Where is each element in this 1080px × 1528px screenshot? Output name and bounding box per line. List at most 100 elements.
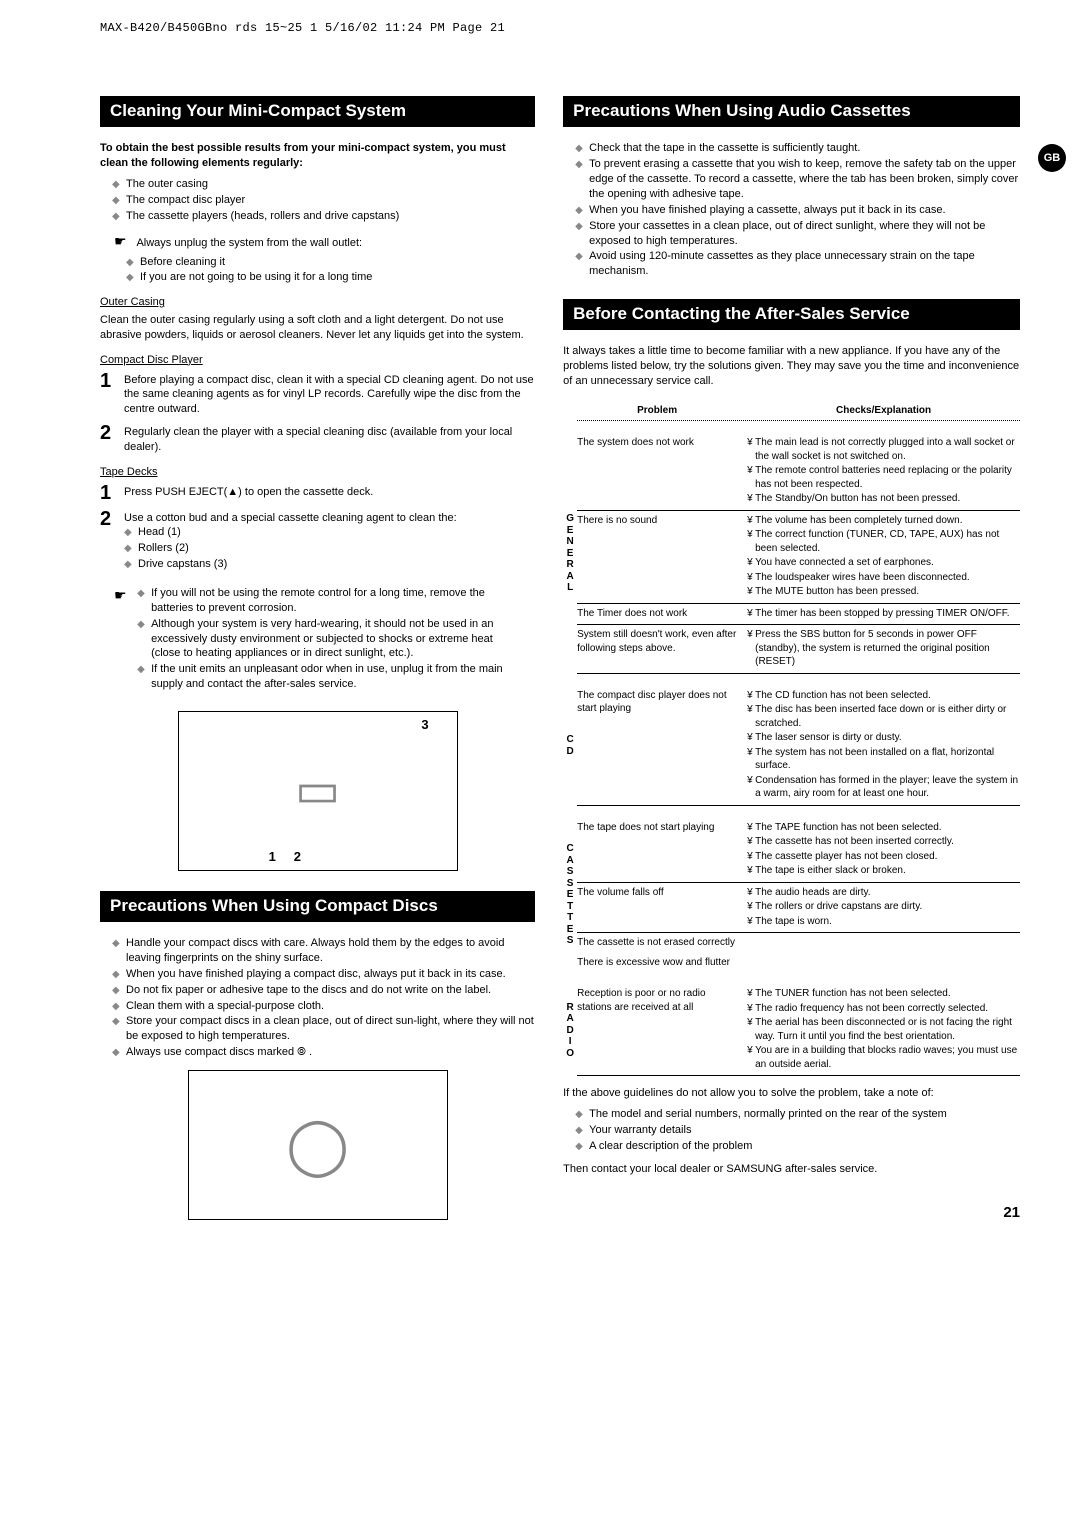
problem-text: The cassette is not erased correctly	[577, 936, 737, 950]
list-item: Avoid using 120-minute cassettes as they…	[589, 249, 1020, 279]
problem-text: System still doesn't work, even after fo…	[577, 628, 737, 670]
num-row: 2 Use a cotton bud and a special cassett…	[100, 509, 535, 580]
problem-text: The compact disc player does not start p…	[577, 689, 737, 802]
check-item: The laser sensor is dirty or dusty.	[755, 731, 1020, 745]
check-item: The cassette has not been inserted corre…	[755, 835, 1020, 849]
list-item: Clean them with a special-purpose cloth.	[126, 999, 535, 1014]
step-text: Press PUSH EJECT(▲) to open the cassette…	[124, 483, 535, 503]
check-item: Press the SBS button for 5 seconds in po…	[755, 628, 1020, 669]
cd-heading: Compact Disc Player	[100, 353, 535, 368]
checks-cell: The audio heads are dirty.The rollers or…	[747, 886, 1020, 930]
list-item: If you will not be using the remote cont…	[151, 586, 516, 616]
check-item: The disc has been inserted face down or …	[755, 703, 1020, 730]
problem-text: Reception is poor or no radio stations a…	[577, 987, 737, 1072]
list-item: When you have finished playing a cassett…	[589, 203, 1020, 218]
page-header: MAX-B420/B450GBno rds 15~25 1 5/16/02 11…	[100, 20, 1020, 36]
problem-text: The system does not work	[577, 436, 737, 507]
step-text: Use a cotton bud and a special cassette …	[124, 509, 535, 580]
unplug-lead: Always unplug the system from the wall o…	[136, 237, 362, 249]
group-label: CD	[563, 686, 577, 806]
check-item: You have connected a set of earphones.	[755, 556, 1020, 570]
step-text: Before playing a compact disc, clean it …	[124, 371, 535, 418]
service-title: Before Contacting the After-Sales Servic…	[563, 299, 1020, 330]
list-item: To prevent erasing a cassette that you w…	[589, 157, 1020, 202]
num-row: 1 Press PUSH EJECT(▲) to open the casset…	[100, 483, 535, 503]
th-problem: Problem	[577, 404, 737, 418]
problem-text: The tape does not start playing	[577, 821, 737, 879]
cleaning-title: Cleaning Your Mini-Compact System	[100, 96, 535, 127]
list-item: The outer casing	[126, 177, 535, 192]
list-item: Always use compact discs marked ⦾ .	[126, 1045, 535, 1060]
discs-title: Precautions When Using Compact Discs	[100, 891, 535, 922]
check-item: The rollers or drive capstans are dirty.	[755, 900, 1020, 914]
check-item: The loudspeaker wires have been disconne…	[755, 571, 1020, 585]
closing-lead: If the above guidelines do not allow you…	[563, 1086, 1020, 1101]
tape-steps: 1 Press PUSH EJECT(▲) to open the casset…	[100, 483, 535, 580]
check-item: The aerial has been disconnected or is n…	[755, 1016, 1020, 1043]
step-text: Regularly clean the player with a specia…	[124, 423, 535, 455]
content-columns: Cleaning Your Mini-Compact System To obt…	[100, 96, 1020, 1240]
unplug-items: Before cleaning it If you are not going …	[100, 255, 535, 286]
left-column: Cleaning Your Mini-Compact System To obt…	[100, 96, 535, 1240]
list-item: The cassette players (heads, rollers and…	[126, 209, 535, 224]
problem-text: The volume falls off	[577, 886, 737, 930]
check-item: The volume has been completely turned do…	[755, 514, 1020, 528]
list-item: Rollers (2)	[138, 541, 535, 556]
num-row: 2 Regularly clean the player with a spec…	[100, 423, 535, 455]
finger-icon	[114, 232, 130, 242]
step-num: 2	[100, 509, 124, 580]
step-num: 1	[100, 483, 124, 503]
check-item: The cassette player has not been closed.	[755, 850, 1020, 864]
page-number: 21	[563, 1203, 1020, 1223]
step-num: 2	[100, 423, 124, 455]
list-item: Head (1)	[138, 525, 535, 540]
check-item: The radio frequency has not been correct…	[755, 1002, 1020, 1016]
cleaning-intro: To obtain the best possible results from…	[100, 141, 535, 171]
list-item: Your warranty details	[589, 1123, 1020, 1138]
service-section: Before Contacting the After-Sales Servic…	[563, 299, 1020, 1177]
th-checks: Checks/Explanation	[747, 404, 1020, 418]
list-item: Store your cassettes in a clean place, o…	[589, 219, 1020, 249]
group-label: CASSETTES	[563, 818, 577, 973]
cleaning-section: Cleaning Your Mini-Compact System To obt…	[100, 96, 535, 871]
check-item: The Standby/On button has not been press…	[755, 492, 1020, 506]
problem-text: The Timer does not work	[577, 607, 737, 622]
group-label: GENERAL	[563, 433, 577, 674]
check-item: The timer has been stopped by pressing T…	[755, 607, 1020, 621]
service-intro: It always takes a little time to become …	[563, 344, 1020, 389]
list-item: A clear description of the problem	[589, 1139, 1020, 1154]
list-item: Check that the tape in the cassette is s…	[589, 141, 1020, 156]
tape-heading: Tape Decks	[100, 465, 535, 480]
notes-block: If you will not be using the remote cont…	[100, 586, 535, 701]
cassettes-section: Precautions When Using Audio Cassettes C…	[563, 96, 1020, 279]
check-item: The main lead is not correctly plugged i…	[755, 436, 1020, 463]
finger-icon	[114, 586, 130, 596]
step2-lead: Use a cotton bud and a special cassette …	[124, 512, 457, 524]
cassettes-title: Precautions When Using Audio Cassettes	[563, 96, 1020, 127]
right-column: GB Precautions When Using Audio Cassette…	[563, 96, 1020, 1240]
check-item: The system has not been installed on a f…	[755, 746, 1020, 773]
checks-cell	[747, 956, 1020, 970]
checks-cell	[747, 936, 1020, 950]
discs-section: Precautions When Using Compact Discs Han…	[100, 891, 535, 1220]
group-label: RADIO	[563, 984, 577, 1076]
checks-cell: The timer has been stopped by pressing T…	[747, 607, 1020, 622]
outer-text: Clean the outer casing regularly using a…	[100, 313, 535, 343]
problem-text: There is excessive wow and flutter	[577, 956, 737, 970]
check-item: The MUTE button has been pressed.	[755, 585, 1020, 599]
closing-tail: Then contact your local dealer or SAMSUN…	[563, 1162, 1020, 1177]
checks-cell: The main lead is not correctly plugged i…	[747, 436, 1020, 507]
unplug-lead-row: Always unplug the system from the wall o…	[100, 232, 535, 251]
list-item: If you are not going to be using it for …	[140, 270, 535, 285]
check-item: Condensation has formed in the player; l…	[755, 774, 1020, 801]
check-item: You are in a building that blocks radio …	[755, 1044, 1020, 1071]
check-item: The correct function (TUNER, CD, TAPE, A…	[755, 528, 1020, 555]
list-item: Store your compact discs in a clean plac…	[126, 1014, 535, 1044]
checks-cell: The volume has been completely turned do…	[747, 514, 1020, 600]
notes: If you will not be using the remote cont…	[137, 586, 516, 693]
checks-cell: The TUNER function has not been selected…	[747, 987, 1020, 1072]
diag-num-12: 12	[269, 848, 319, 866]
problem-text: There is no sound	[577, 514, 737, 600]
check-item: The tape is worn.	[755, 915, 1020, 929]
closing-items: The model and serial numbers, normally p…	[563, 1107, 1020, 1154]
